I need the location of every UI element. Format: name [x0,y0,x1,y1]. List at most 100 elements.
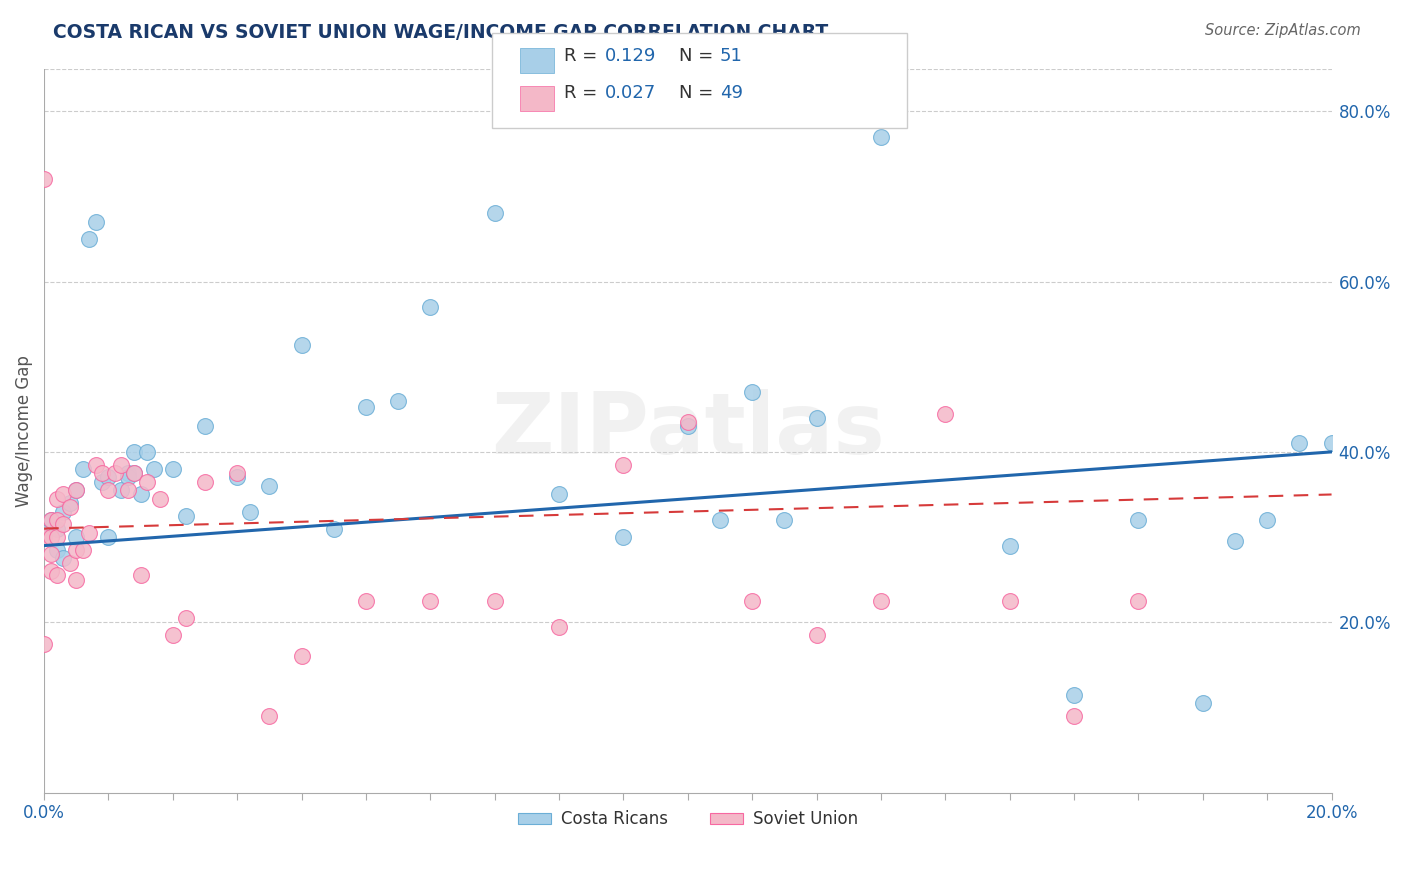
Point [773,513,796,527]
Point [97,470,120,484]
Point [84,458,107,472]
Point [110,483,132,498]
Point [52,487,75,501]
Text: 0.129: 0.129 [605,47,657,65]
Point [1063,709,1085,723]
Point [59,556,82,570]
Point [484,594,506,608]
Point [259,709,281,723]
Point [291,338,314,352]
Point [612,530,634,544]
Point [117,466,139,480]
Point [77,525,100,540]
Point [1320,436,1343,450]
Point [484,206,506,220]
Point [612,458,634,472]
Point [1256,513,1278,527]
Point [122,466,145,480]
Text: N =: N = [679,47,718,65]
Point [32,172,55,186]
Point [194,419,217,434]
Point [226,470,249,484]
Point [149,491,172,506]
Text: COSTA RICAN VS SOVIET UNION WAGE/INCOME GAP CORRELATION CHART: COSTA RICAN VS SOVIET UNION WAGE/INCOME … [53,23,828,42]
Point [52,551,75,566]
Point [84,215,107,229]
Point [291,649,314,664]
Point [46,513,69,527]
Y-axis label: Wage/Income Gap: Wage/Income Gap [15,355,32,507]
Point [46,522,69,536]
Point [117,483,139,498]
Point [91,475,114,489]
Point [162,462,184,476]
Point [136,475,159,489]
Point [174,611,197,625]
Point [259,479,281,493]
Text: 51: 51 [720,47,742,65]
Point [1191,696,1213,710]
Point [1063,688,1085,702]
Text: Source: ZipAtlas.com: Source: ZipAtlas.com [1205,23,1361,38]
Point [162,628,184,642]
Point [1223,534,1246,549]
Point [548,487,571,501]
Point [46,530,69,544]
Point [122,466,145,480]
Point [194,475,217,489]
Point [72,462,94,476]
Point [91,466,114,480]
Point [870,129,893,144]
Point [1128,594,1150,608]
Point [1288,436,1310,450]
Point [1128,513,1150,527]
Point [322,522,344,536]
Point [174,508,197,523]
Point [65,530,87,544]
Point [52,517,75,532]
Point [129,568,152,582]
Point [39,564,62,578]
Point [239,504,262,518]
Point [65,542,87,557]
Text: 49: 49 [720,84,742,102]
Point [548,619,571,633]
Point [934,407,956,421]
Point [77,232,100,246]
Point [104,466,127,480]
Point [65,483,87,498]
Point [676,419,699,434]
Point [741,385,763,400]
Text: 0.027: 0.027 [605,84,655,102]
Point [998,594,1021,608]
Point [52,504,75,518]
Point [419,594,441,608]
Legend: Costa Ricans, Soviet Union: Costa Ricans, Soviet Union [510,804,865,835]
Point [97,483,120,498]
Point [741,594,763,608]
Point [39,547,62,561]
Point [59,500,82,515]
Point [32,636,55,650]
Point [65,573,87,587]
Point [806,628,828,642]
Point [142,462,165,476]
Point [354,594,377,608]
Point [59,496,82,510]
Point [129,487,152,501]
Text: R =: R = [564,47,603,65]
Point [72,542,94,557]
Point [65,483,87,498]
Point [117,470,139,484]
Point [709,513,731,527]
Point [39,513,62,527]
Point [226,466,249,480]
Text: ZIPatlas: ZIPatlas [491,389,884,472]
Point [870,594,893,608]
Point [39,513,62,527]
Point [419,300,441,314]
Point [110,458,132,472]
Text: R =: R = [564,84,603,102]
Point [32,525,55,540]
Point [676,415,699,429]
